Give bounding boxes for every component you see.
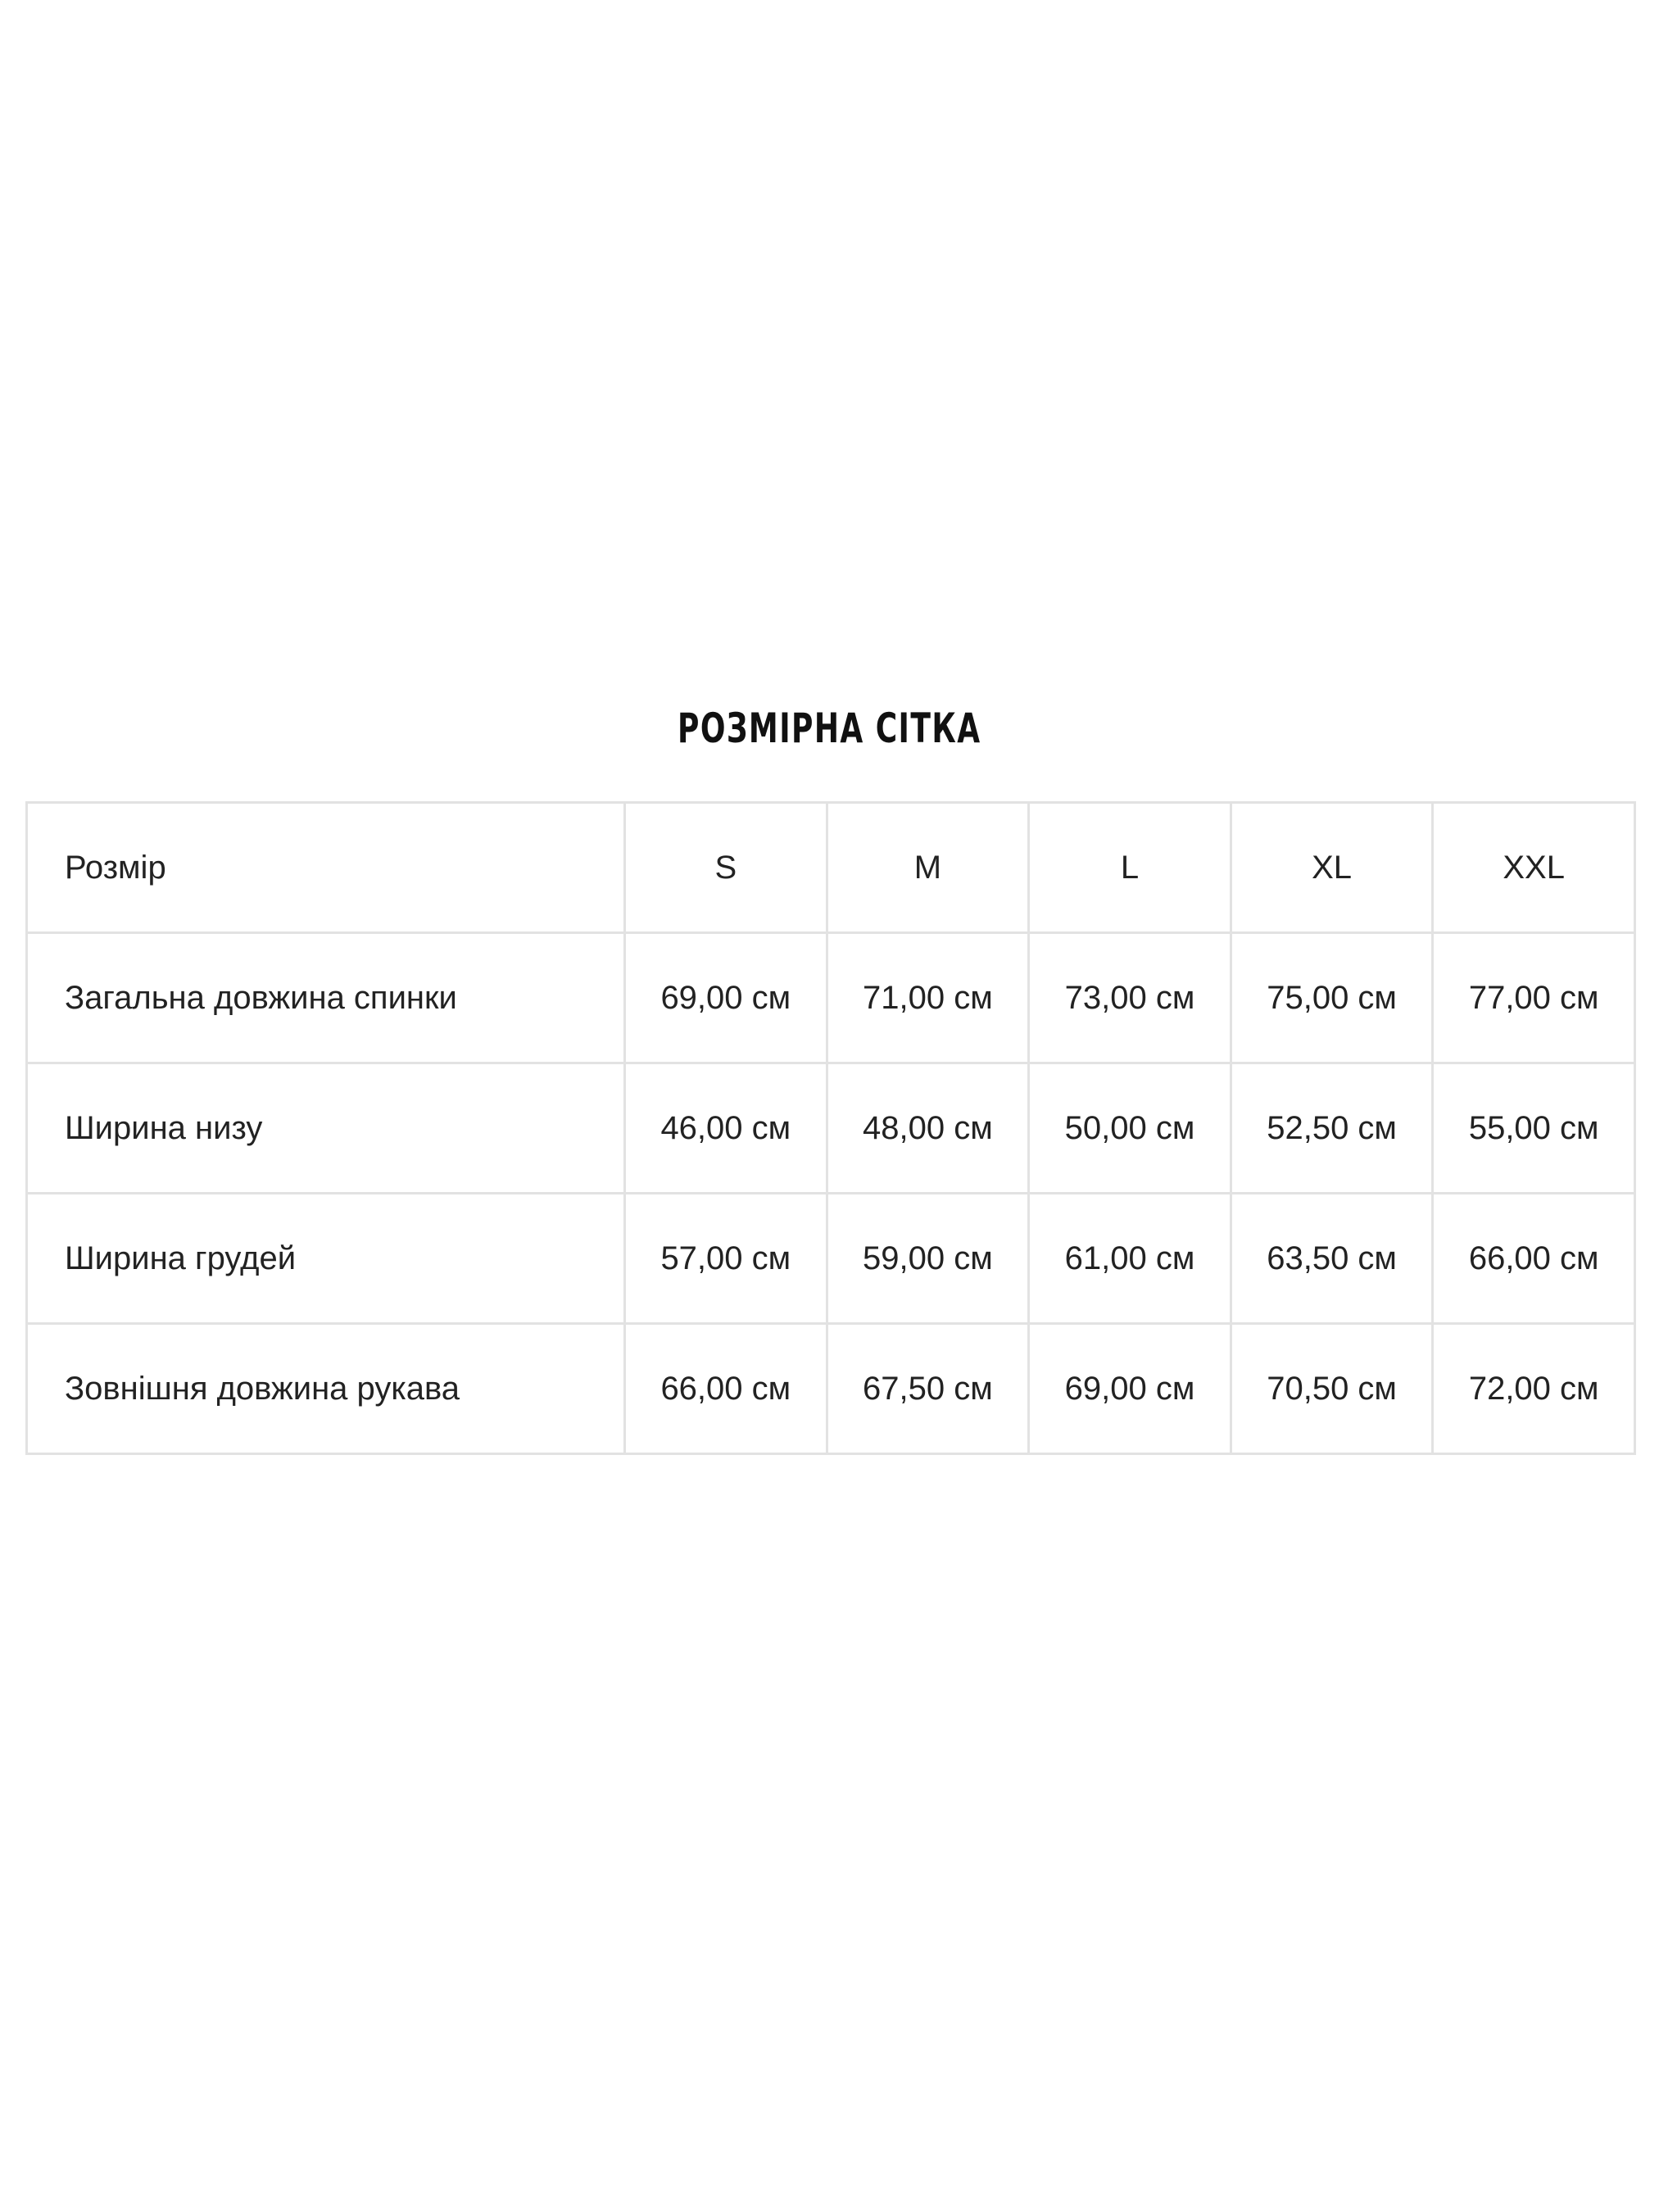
table-row: Зовнішня довжина рукава 66,00 см 67,50 см 6… bbox=[25, 1322, 1636, 1455]
table-cell: 66,00 см bbox=[1431, 1192, 1636, 1325]
table-cell: 52,50 см bbox=[1229, 1062, 1435, 1194]
table-cell: 71,00 см bbox=[825, 931, 1031, 1064]
table-row: Загальна довжина спинки 69,00 см 71,00 см 7… bbox=[25, 931, 1636, 1064]
table-cell: XXL bbox=[1431, 801, 1636, 934]
table-cell: L bbox=[1027, 801, 1232, 934]
table-cell: 75,00 см bbox=[1229, 931, 1435, 1064]
table-cell: 63,50 см bbox=[1229, 1192, 1435, 1325]
table-cell: 69,00 см bbox=[1027, 1322, 1232, 1455]
table-cell: 72,00 см bbox=[1431, 1322, 1636, 1455]
row-label: Ширина низу bbox=[25, 1062, 626, 1194]
row-label: Зовнішня довжина рукава bbox=[25, 1322, 626, 1455]
table-cell: 59,00 см bbox=[825, 1192, 1031, 1325]
table-cell: 55,00 см bbox=[1431, 1062, 1636, 1194]
table-cell: 73,00 см bbox=[1027, 931, 1232, 1064]
table-cell: 46,00 см bbox=[623, 1062, 828, 1194]
table-cell: 48,00 см bbox=[825, 1062, 1031, 1194]
table-row: Ширина низу 46,00 см 48,00 см 50,00 см 52,50… bbox=[25, 1062, 1636, 1194]
table-cell: 70,50 см bbox=[1229, 1322, 1435, 1455]
table-cell: 50,00 см bbox=[1027, 1062, 1232, 1194]
table-cell: 61,00 см bbox=[1027, 1192, 1232, 1325]
table-cell: S bbox=[623, 801, 828, 934]
table-cell: 69,00 см bbox=[623, 931, 828, 1064]
page-title: РОЗМІРНА СІТКА bbox=[678, 705, 981, 752]
size-chart-table: Розмір S M L XL XXL Загальна довжина спинки 69,… bbox=[25, 801, 1636, 1455]
table-cell: 57,00 см bbox=[623, 1192, 828, 1325]
table-cell: 67,50 см bbox=[825, 1322, 1031, 1455]
table-cell: XL bbox=[1229, 801, 1435, 934]
row-label: Розмір bbox=[25, 801, 626, 934]
row-label: Загальна довжина спинки bbox=[25, 931, 626, 1064]
table-header-row: Розмір S M L XL XXL bbox=[25, 801, 1636, 934]
table-row: Ширина грудей 57,00 см 59,00 см 61,00 см 63,… bbox=[25, 1192, 1636, 1325]
row-label: Ширина грудей bbox=[25, 1192, 626, 1325]
table-cell: M bbox=[825, 801, 1031, 934]
table-cell: 77,00 см bbox=[1431, 931, 1636, 1064]
table-cell: 66,00 см bbox=[623, 1322, 828, 1455]
